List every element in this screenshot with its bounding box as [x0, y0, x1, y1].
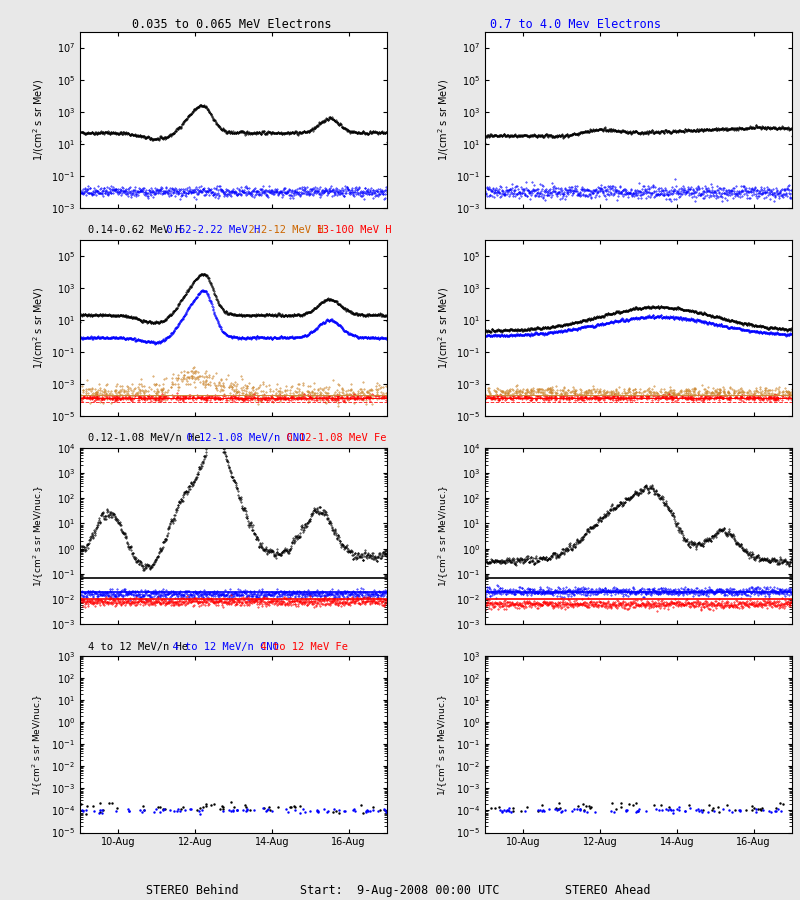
Text: 4 to 12 MeV/n CNO: 4 to 12 MeV/n CNO — [160, 642, 278, 652]
Y-axis label: 1/{cm$^2$ s sr MeV/nuc.}: 1/{cm$^2$ s sr MeV/nuc.} — [31, 485, 46, 588]
Text: 0.12-1.08 MeV/n He: 0.12-1.08 MeV/n He — [88, 434, 201, 444]
Text: 0.12-1.08 MeV Fe: 0.12-1.08 MeV Fe — [274, 434, 387, 444]
Text: 2.2-12 MeV H: 2.2-12 MeV H — [236, 225, 323, 235]
Y-axis label: 1/(cm$^2$ s sr MeV): 1/(cm$^2$ s sr MeV) — [30, 78, 46, 161]
Text: 0.7 to 4.0 Mev Electrons: 0.7 to 4.0 Mev Electrons — [490, 18, 662, 31]
Y-axis label: 1/(cm$^2$ s sr MeV): 1/(cm$^2$ s sr MeV) — [30, 287, 46, 369]
Text: 0.14-0.62 MeV H: 0.14-0.62 MeV H — [88, 225, 182, 235]
Y-axis label: 1/{cm$^2$ s sr MeV/nuc.}: 1/{cm$^2$ s sr MeV/nuc.} — [437, 485, 450, 588]
Text: 4 to 12 MeV Fe: 4 to 12 MeV Fe — [248, 642, 348, 652]
Y-axis label: 1/(cm$^2$ s sr MeV): 1/(cm$^2$ s sr MeV) — [436, 78, 450, 161]
Y-axis label: 1/{cm$^2$ s sr MeV/nuc.}: 1/{cm$^2$ s sr MeV/nuc.} — [436, 693, 450, 796]
Y-axis label: 1/{cm$^2$ s sr MeV/nuc.}: 1/{cm$^2$ s sr MeV/nuc.} — [31, 693, 46, 796]
Text: Start:  9-Aug-2008 00:00 UTC: Start: 9-Aug-2008 00:00 UTC — [300, 884, 500, 896]
Text: STEREO Ahead: STEREO Ahead — [566, 884, 650, 896]
Text: STEREO Behind: STEREO Behind — [146, 884, 238, 896]
Text: 0.035 to 0.065 MeV Electrons: 0.035 to 0.065 MeV Electrons — [132, 18, 332, 31]
Text: 4 to 12 MeV/n He: 4 to 12 MeV/n He — [88, 642, 188, 652]
Text: 0.12-1.08 MeV/n CNO: 0.12-1.08 MeV/n CNO — [174, 434, 305, 444]
Text: 13-100 MeV H: 13-100 MeV H — [304, 225, 391, 235]
Text: 0.62-2.22 MeV H: 0.62-2.22 MeV H — [154, 225, 260, 235]
Y-axis label: 1/(cm$^2$ s sr MeV): 1/(cm$^2$ s sr MeV) — [436, 287, 450, 369]
